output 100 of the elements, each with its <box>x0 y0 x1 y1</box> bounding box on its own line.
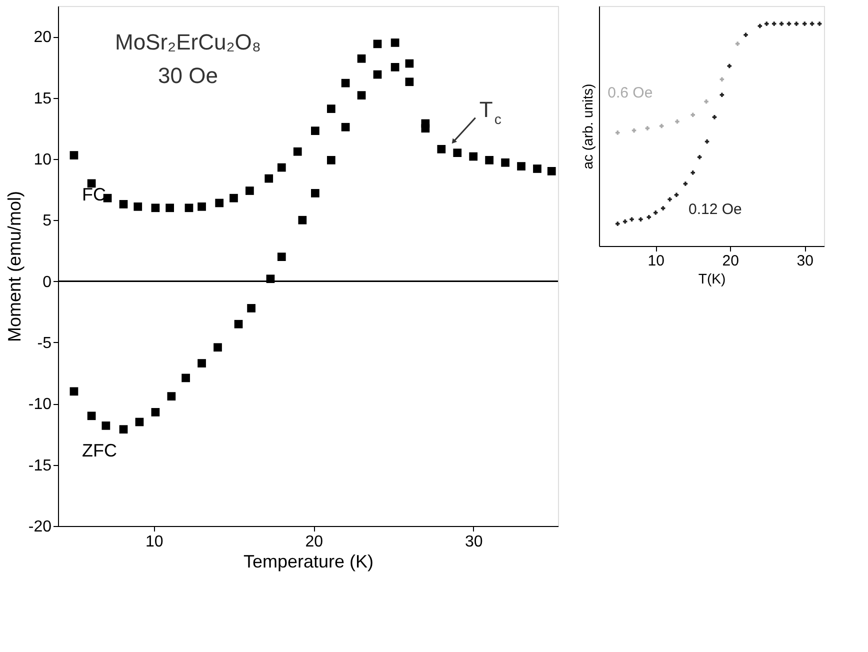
point <box>151 204 160 212</box>
point <box>134 202 142 211</box>
point <box>326 156 336 164</box>
point <box>357 91 366 100</box>
point <box>182 374 190 382</box>
point <box>764 22 769 26</box>
point <box>214 343 222 352</box>
point <box>453 148 462 158</box>
point <box>198 359 206 368</box>
point <box>264 174 274 183</box>
point <box>70 387 78 396</box>
y-tick-label: -5 <box>37 334 52 352</box>
x-tick-label: 30 <box>796 252 814 270</box>
point <box>758 24 762 28</box>
point <box>668 197 672 202</box>
point <box>166 204 174 212</box>
point <box>326 104 336 113</box>
y-tick-label: 0 <box>42 274 52 291</box>
point <box>616 222 620 226</box>
point <box>87 179 96 188</box>
point <box>246 186 254 195</box>
point <box>772 22 776 26</box>
y-tick-label: -15 <box>28 457 52 474</box>
point <box>645 126 650 130</box>
point <box>786 22 792 26</box>
y-tick-label: -20 <box>28 518 52 536</box>
point <box>485 156 494 164</box>
point <box>810 22 814 26</box>
point <box>167 392 176 400</box>
point <box>298 216 307 224</box>
x-tick-label: 10 <box>145 534 164 550</box>
series-label: 0.6 Oe <box>608 84 653 102</box>
point <box>638 217 643 222</box>
point <box>704 139 710 144</box>
y-tick-label: 15 <box>34 90 52 108</box>
point <box>373 70 382 79</box>
point <box>704 99 708 104</box>
point <box>674 192 679 198</box>
point <box>230 194 238 202</box>
point <box>390 62 400 72</box>
point <box>501 158 510 167</box>
point <box>802 22 807 26</box>
point <box>654 210 658 215</box>
point <box>659 124 664 128</box>
point <box>720 77 724 82</box>
point <box>744 32 748 38</box>
point <box>421 124 430 133</box>
point <box>735 42 740 46</box>
point <box>622 219 628 224</box>
point <box>727 64 732 68</box>
point <box>373 40 382 48</box>
point <box>277 252 286 262</box>
point <box>357 54 366 63</box>
y-tick-label: 5 <box>42 212 52 230</box>
x-axis-title: T(K) <box>698 270 726 286</box>
x-tick-label: 10 <box>648 252 664 270</box>
point <box>720 92 724 98</box>
annotation: 30 Oe <box>158 63 218 88</box>
point <box>630 217 634 222</box>
point <box>517 162 526 170</box>
y-axis-title: ac (arb. units) <box>580 84 596 170</box>
point <box>277 163 286 172</box>
annotation: MoSr₂ErCu₂O₈ <box>115 29 261 54</box>
point <box>341 78 350 88</box>
point <box>405 59 414 68</box>
point <box>151 408 160 416</box>
x-axis-title: Temperature (K) <box>243 552 374 572</box>
point <box>697 154 702 160</box>
series-label: 0.12 Oe <box>688 200 742 218</box>
series-label: ZFC <box>82 440 117 460</box>
point <box>247 304 256 312</box>
point <box>70 151 78 160</box>
point <box>779 22 784 26</box>
x-tick-label: 20 <box>305 534 324 550</box>
point <box>405 78 414 86</box>
point <box>794 22 799 26</box>
point <box>135 418 144 426</box>
point <box>632 128 636 133</box>
point <box>646 214 652 220</box>
point <box>119 425 128 434</box>
point <box>437 144 446 154</box>
point <box>87 412 96 420</box>
point <box>341 122 350 132</box>
point <box>469 152 478 161</box>
point <box>712 114 717 120</box>
point <box>660 206 666 210</box>
point <box>198 202 206 211</box>
point <box>119 200 128 208</box>
series-label: FC <box>82 184 106 204</box>
y-tick-label: 10 <box>34 151 52 168</box>
y-axis-title: Moment (emu/mol) <box>4 190 24 342</box>
point <box>616 130 620 135</box>
y-tick-label: 20 <box>34 29 52 46</box>
x-tick-label: 30 <box>464 534 483 550</box>
x-tick-label: 20 <box>722 252 739 270</box>
point <box>311 126 320 135</box>
point <box>215 198 224 208</box>
point <box>683 182 688 186</box>
point <box>547 166 556 176</box>
point <box>533 164 542 173</box>
